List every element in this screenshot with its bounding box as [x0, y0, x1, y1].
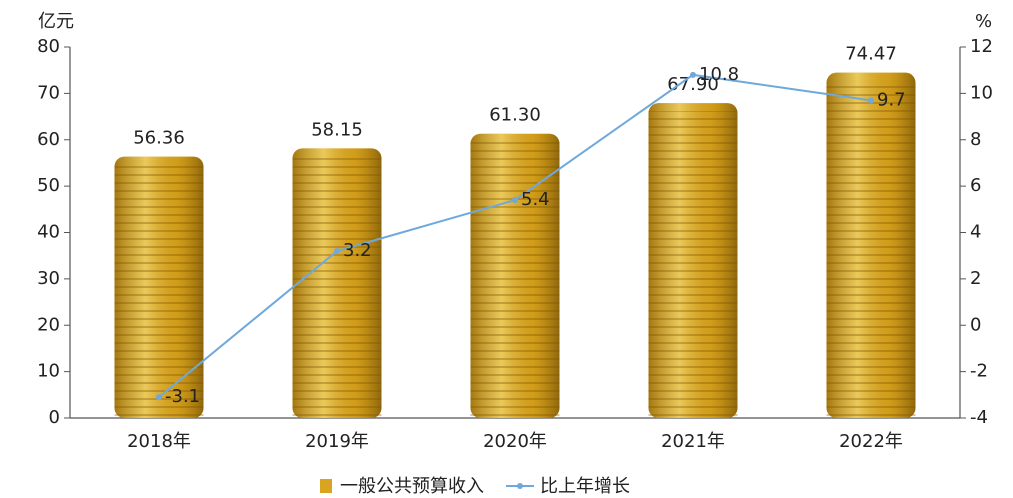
y-tick-label: 30: [37, 268, 60, 289]
data-label: 3.2: [343, 240, 372, 261]
data-label: 67.90: [667, 74, 719, 95]
y2-tick-label: 10: [970, 82, 993, 103]
data-label: 10.8: [699, 64, 739, 85]
y2-tick-label: 6: [970, 175, 981, 196]
y-tick-label: 10: [37, 361, 60, 382]
y2-tick-label: -4: [970, 407, 988, 428]
data-label: 74.47: [845, 44, 897, 65]
data-label: 56.36: [133, 128, 185, 149]
y-axis-title: 亿元: [38, 11, 74, 32]
legend-swatch-dot: [517, 483, 523, 489]
y-tick-label: 50: [37, 175, 60, 196]
y2-tick-label: 4: [970, 222, 981, 243]
y-tick-label: 60: [37, 129, 60, 150]
x-tick-label: 2020年: [483, 431, 547, 452]
bar-stripes: [826, 80, 916, 418]
y2-tick-label: 2: [970, 268, 981, 289]
bar-stripes: [648, 111, 738, 419]
y-tick-label: 40: [37, 222, 60, 243]
x-tick-label: 2021年: [661, 431, 725, 452]
legend-label: 比上年增长: [540, 476, 630, 497]
line-point: [512, 197, 518, 204]
x-tick-label: 2019年: [305, 431, 369, 452]
data-label: 58.15: [311, 119, 363, 140]
data-label: 61.30: [489, 105, 541, 126]
line-point: [690, 71, 696, 78]
y-tick-label: 20: [37, 314, 60, 335]
legend-label: 一般公共预算收入: [340, 476, 484, 497]
bar-stripes: [114, 164, 204, 418]
x-tick-label: 2022年: [839, 431, 903, 452]
y2-tick-label: -2: [970, 361, 988, 382]
y2-tick-label: 0: [970, 314, 981, 335]
y-tick-label: 80: [37, 36, 60, 57]
data-label: -3.1: [165, 386, 200, 407]
line-point: [868, 97, 874, 104]
y2-tick-label: 12: [970, 36, 993, 57]
data-label: 5.4: [521, 189, 550, 210]
y2-axis-title: %: [975, 11, 992, 32]
bar-stripes: [470, 141, 560, 418]
y-tick-label: 0: [49, 407, 60, 428]
y-tick-label: 70: [37, 82, 60, 103]
bar-stripes: [292, 156, 382, 418]
y2-tick-label: 8: [970, 129, 981, 150]
x-tick-label: 2018年: [127, 431, 191, 452]
line-point: [156, 394, 162, 401]
line-point: [334, 248, 340, 255]
data-label: 9.7: [877, 89, 906, 110]
legend-swatch: [320, 479, 332, 493]
